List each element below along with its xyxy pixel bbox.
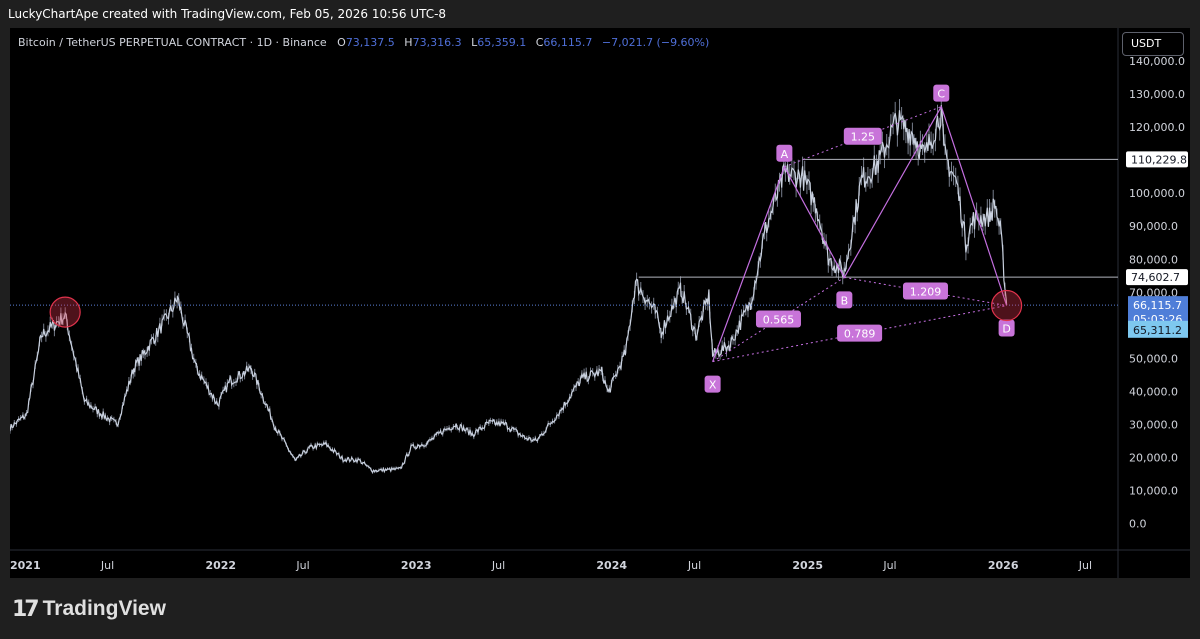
y-tick-label: 80,000.0	[1129, 253, 1178, 266]
x-tick-label: 2022	[205, 559, 236, 572]
y-tick-label: 120,000.0	[1129, 121, 1185, 134]
pattern-point-label: D	[1002, 323, 1010, 336]
open-value: 73,137.5	[345, 36, 395, 49]
high-key: H	[404, 36, 413, 49]
price-series-line	[10, 105, 1008, 474]
ratio-line-XB	[712, 277, 845, 363]
x-tick-label: Jul	[100, 559, 114, 572]
chart-frame[interactable]: 140,000.0 130,000.0 120,000.0 100,000.0 90,0…	[10, 28, 1190, 578]
y-tick-label: 50,000.0	[1129, 352, 1178, 365]
x-tick-label: 2024	[596, 559, 627, 572]
x-tick-label: Jul	[687, 559, 701, 572]
y-tick-label: 70,000.0	[1129, 286, 1178, 299]
attribution-bar: LuckyChartApe created with TradingView.c…	[0, 0, 1200, 28]
highlight-circle	[991, 289, 1023, 322]
tradingview-wordmark: TradingView	[42, 597, 166, 620]
tradingview-logo[interactable]: 17 TradingView	[12, 596, 166, 622]
change-value: −7,021.7 (−9.60%)	[601, 36, 710, 49]
ratio-badge	[902, 282, 948, 300]
x-tick-label: 2026	[988, 559, 1019, 572]
pattern-point-label: C	[937, 88, 945, 101]
y-tick-label: 10,000.0	[1129, 485, 1178, 498]
pattern-point-badge	[836, 291, 853, 309]
x-tick-label: Jul	[1078, 559, 1092, 572]
price-wicks	[10, 93, 1006, 474]
ratio-line-AC	[784, 106, 942, 168]
x-tick-label: 2021	[10, 559, 41, 572]
attribution-text: LuckyChartApe created with TradingView.c…	[8, 7, 447, 21]
pattern-point-label: A	[781, 148, 789, 161]
support-level-label: 74,602.7	[1131, 271, 1180, 284]
pattern-point-label: X	[709, 379, 717, 392]
y-tick-label: 140,000.0	[1129, 55, 1185, 68]
y-tick-label: 90,000.0	[1129, 220, 1178, 233]
price-chart[interactable]: 140,000.0 130,000.0 120,000.0 100,000.0 90,0…	[10, 28, 1190, 578]
ratio-label: 1.25	[851, 131, 876, 144]
x-tick-label: 2025	[792, 559, 823, 572]
pattern-point-badge	[998, 319, 1015, 337]
y-tick-label: 30,000.0	[1129, 418, 1178, 431]
low-key: L	[471, 36, 478, 49]
low-price-tag	[1128, 320, 1188, 338]
resistance-level-tag	[1126, 151, 1188, 168]
y-tick-label: 0.0	[1129, 518, 1147, 531]
current-price-label: 66,115.7	[1133, 299, 1182, 312]
ratio-label: 0.789	[844, 328, 876, 341]
y-tick-label: 130,000.0	[1129, 88, 1185, 101]
x-tick-label: 2023	[401, 559, 432, 572]
tradingview-logo-icon: 17	[12, 596, 40, 622]
footer-bar: 17 TradingView	[0, 578, 1200, 639]
pattern-point-badge	[933, 84, 950, 102]
support-level-tag	[1126, 269, 1188, 286]
pattern-point-badge	[776, 144, 793, 162]
currency-button[interactable]: USDT	[1122, 32, 1184, 56]
open-key: O	[337, 36, 346, 49]
resistance-level-label: 110,229.8	[1131, 153, 1187, 166]
pattern-point-badge	[704, 375, 721, 393]
high-value: 73,316.3	[412, 36, 462, 49]
low-price-label: 65,311.2	[1133, 324, 1182, 337]
x-tick-label: Jul	[882, 559, 896, 572]
ratio-badge	[843, 127, 882, 145]
ratio-label: 0.565	[763, 314, 795, 327]
y-tick-label: 40,000.0	[1129, 385, 1178, 398]
symbol-title: Bitcoin / TetherUS PERPETUAL CONTRACT · …	[18, 36, 327, 49]
pattern-point-label: B	[841, 294, 849, 307]
x-tick-label: Jul	[491, 559, 505, 572]
close-key: C	[535, 36, 544, 49]
ratio-badge	[837, 324, 883, 342]
low-value: 65,359.1	[477, 36, 527, 49]
highlight-circle	[49, 296, 81, 328]
ratio-badge	[755, 310, 801, 328]
symbol-legend: Bitcoin / TetherUS PERPETUAL CONTRACT · …	[18, 36, 709, 49]
y-tick-label: 20,000.0	[1129, 451, 1178, 464]
close-value: 66,115.7	[543, 36, 593, 49]
y-tick-label: 100,000.0	[1129, 187, 1185, 200]
x-tick-label: Jul	[295, 559, 309, 572]
ratio-label: 1.209	[910, 285, 942, 298]
